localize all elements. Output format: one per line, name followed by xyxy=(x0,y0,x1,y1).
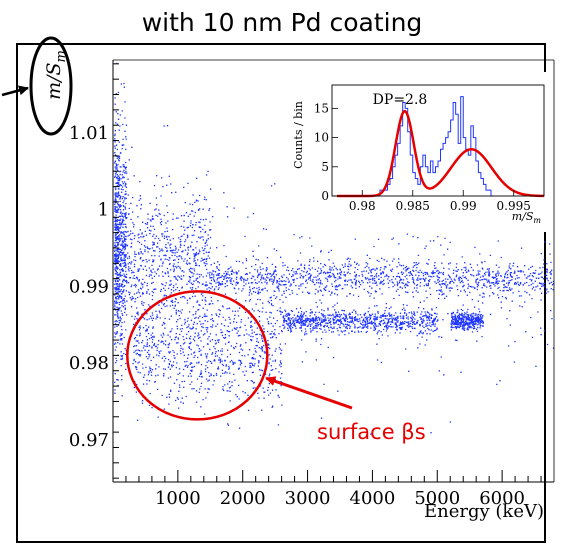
figure-frame xyxy=(16,43,546,543)
annotation-label: surface βs xyxy=(317,420,426,444)
inset-y-tick-label: 0 xyxy=(321,189,329,203)
y-tick-label: 0.97 xyxy=(69,430,109,451)
scatter-band-0 xyxy=(114,62,128,397)
y-tick-label: 0.98 xyxy=(69,353,109,374)
x-tick-label: 5000 xyxy=(414,488,460,509)
scatter-axes: 1000 2000 3000 4000 5000 6000 0.97 0.98 0.99 1 1.0… xyxy=(1,36,555,522)
scatter-band-6 xyxy=(115,74,555,435)
y-axis-label: m/Sm xyxy=(43,50,69,100)
x-tick-label: 3000 xyxy=(285,488,331,509)
inset-x-axis-label: m/Sm xyxy=(512,210,542,225)
inset-y-tick-label: 5 xyxy=(321,160,329,174)
scatter-band-1 xyxy=(126,159,212,347)
y-label-pointer-arrow xyxy=(1,85,29,97)
scatter-band-5 xyxy=(450,308,484,333)
inset-title: DP=2.8 xyxy=(373,92,428,108)
inset-y-axis-label: Counts / bin xyxy=(292,101,305,169)
scatter-band-4 xyxy=(281,304,439,349)
x-axis-label: Energy (keV) xyxy=(424,501,544,522)
inset-background xyxy=(285,72,551,232)
scatter-band-3 xyxy=(132,228,283,429)
annotation-layer: surface βs xyxy=(126,290,426,444)
x-tick-label: 4000 xyxy=(350,488,396,509)
chart-title: with 10 nm Pd coating xyxy=(141,8,423,37)
y-tick-label: 1 xyxy=(98,200,109,221)
y-label-highlight-ellipse xyxy=(29,36,73,136)
inset-y-tick-label: 10 xyxy=(314,131,329,145)
inset-x-tick-label: 0.995 xyxy=(497,199,531,213)
inset-x-tick-label: 0.98 xyxy=(349,199,376,213)
scatter-band-2 xyxy=(210,248,555,308)
histogram-bars xyxy=(377,96,494,197)
inset-y-tick-label: 15 xyxy=(314,101,329,115)
surface-region-ellipse xyxy=(126,290,269,421)
y-tick-label: 0.99 xyxy=(69,276,109,297)
inset-histogram: 0 5 10 15 0.98 0.985 0.99 0.995 Counts / bin m/Sm… xyxy=(285,72,551,232)
inset-x-tick-label: 0.99 xyxy=(450,199,477,213)
inset-x-tick-label: 0.985 xyxy=(396,199,430,213)
x-tick-label: 2000 xyxy=(220,488,266,509)
scatter-points xyxy=(114,62,555,435)
inset-axes-box xyxy=(331,84,545,197)
x-tick-label: 1000 xyxy=(155,488,201,509)
annotation-arrow xyxy=(265,376,353,410)
y-tick-label: 1.01 xyxy=(69,123,109,144)
x-tick-label: 6000 xyxy=(479,488,525,509)
